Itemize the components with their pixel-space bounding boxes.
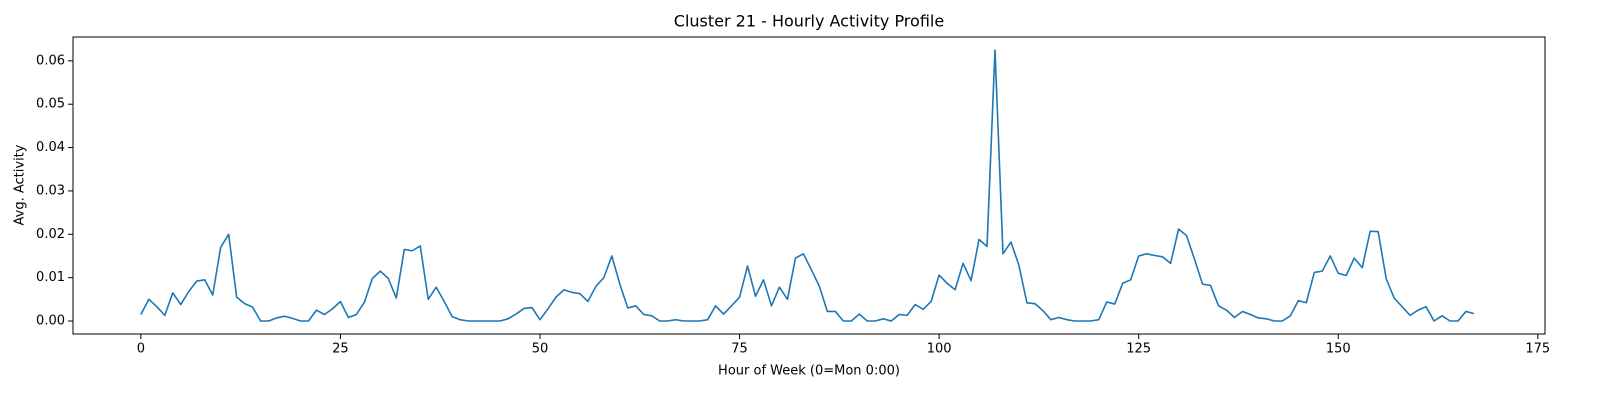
x-tick-label: 100 [927, 342, 952, 357]
y-tick-label: 0.04 [36, 140, 65, 155]
x-tick-label: 50 [532, 342, 549, 357]
y-tick-label: 0.01 [36, 270, 65, 285]
y-tick-label: 0.03 [36, 183, 65, 198]
x-tick-label: 150 [1326, 342, 1351, 357]
x-axis-label: Hour of Week (0=Mon 0:00) [718, 364, 900, 379]
y-tick-label: 0.06 [36, 53, 65, 68]
y-tick-label: 0.05 [36, 97, 65, 112]
y-axis-label: Avg. Activity [13, 144, 28, 225]
data-line [140, 49, 1475, 322]
x-tick-label: 75 [731, 342, 748, 357]
x-tick-label: 125 [1126, 342, 1151, 357]
chart-title: Cluster 21 - Hourly Activity Profile [674, 12, 944, 31]
x-tick-label: 25 [332, 342, 349, 357]
y-tick-label: 0.02 [36, 227, 65, 242]
x-tick-label: 0 [137, 342, 145, 357]
x-tick-label: 175 [1525, 342, 1550, 357]
plot-frame [72, 36, 1546, 335]
y-tick-label: 0.00 [36, 313, 65, 328]
